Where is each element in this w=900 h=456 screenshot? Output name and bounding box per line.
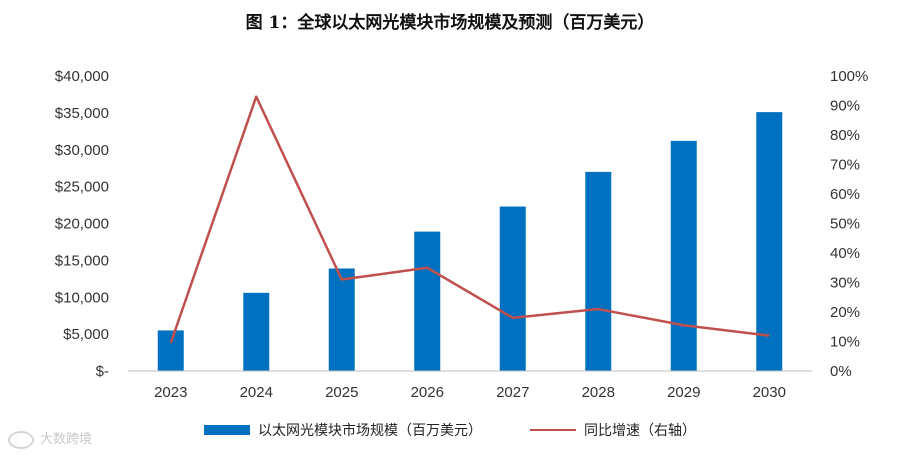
right-tick-label: 20% — [830, 304, 860, 321]
bar-2026 — [414, 231, 441, 371]
right-tick-label: 40% — [830, 245, 860, 262]
x-tick-label-2024: 2024 — [240, 384, 273, 401]
legend-swatch-bar — [204, 425, 250, 435]
legend: 以太网光模块市场规模（百万美元） 同比增速（右轴） — [0, 420, 900, 440]
watermark-logo-icon — [8, 430, 34, 449]
left-tick-label: $15,000 — [55, 252, 109, 269]
x-tick-label-2028: 2028 — [582, 384, 615, 401]
right-tick-label: 100% — [830, 68, 868, 85]
left-tick-label: $40,000 — [55, 68, 109, 85]
bar-group — [157, 112, 783, 371]
legend-item-line: 同比增速（右轴） — [530, 420, 696, 440]
right-tick-label: 60% — [830, 186, 860, 203]
bar-2024 — [243, 292, 270, 371]
left-tick-label: $35,000 — [55, 105, 109, 122]
x-tick-label-2027: 2027 — [496, 384, 529, 401]
left-tick-label: $25,000 — [55, 179, 109, 196]
growth-line — [169, 95, 770, 344]
legend-label-line: 同比增速（右轴） — [584, 423, 696, 439]
bar-2027 — [499, 206, 526, 371]
legend-swatch-line — [530, 429, 576, 431]
left-axis-ticks: $- $5,000 $10,000 $15,000 $20,000 $25,000 $30,… — [55, 68, 109, 380]
right-axis-ticks: 0% 10% 20% 30% 40% 50% 60% 70% 80% 90% 100% — [830, 68, 868, 380]
left-tick-label: $- — [96, 363, 109, 380]
x-tick-label-2025: 2025 — [325, 384, 358, 401]
left-tick-label: $5,000 — [63, 326, 109, 343]
bar-2029 — [670, 140, 697, 371]
left-tick-label: $20,000 — [55, 216, 109, 233]
right-tick-label: 0% — [830, 363, 852, 380]
right-tick-label: 70% — [830, 157, 860, 174]
growth-line-group — [169, 95, 770, 344]
x-tick-label-2023: 2023 — [154, 384, 187, 401]
right-tick-label: 30% — [830, 275, 860, 292]
right-tick-label: 50% — [830, 216, 860, 233]
bar-2028 — [585, 171, 612, 371]
bar-2023 — [157, 330, 184, 371]
x-tick-label-2029: 2029 — [667, 384, 700, 401]
right-tick-label: 10% — [830, 334, 860, 351]
x-axis-ticks: 2023 2024 2025 2026 2027 2028 2029 2030 — [154, 384, 786, 401]
bar-2025 — [328, 268, 355, 371]
left-tick-label: $10,000 — [55, 289, 109, 306]
legend-label-bar: 以太网光模块市场规模（百万美元） — [258, 423, 482, 439]
watermark: 大数跨境 — [8, 428, 92, 449]
right-tick-label: 80% — [830, 127, 860, 144]
watermark-text: 大数跨境 — [40, 432, 93, 447]
x-tick-label-2030: 2030 — [753, 384, 786, 401]
right-tick-label: 90% — [830, 98, 860, 115]
left-tick-label: $30,000 — [55, 142, 109, 159]
bar-2030 — [756, 112, 783, 371]
x-tick-label-2026: 2026 — [411, 384, 444, 401]
legend-item-bar: 以太网光模块市场规模（百万美元） — [204, 420, 482, 440]
chart-title: 图 1：全球以太网光模块市场规模及预测（百万美元） — [245, 13, 655, 33]
